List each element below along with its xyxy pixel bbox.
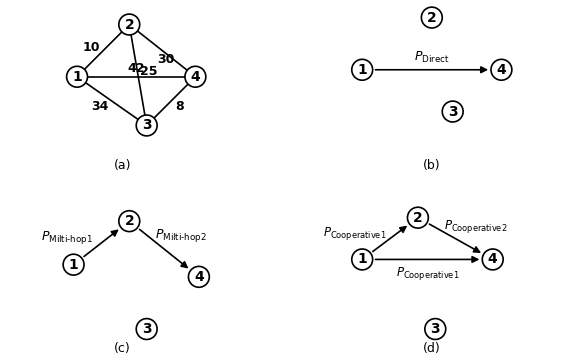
Circle shape (442, 101, 463, 122)
Circle shape (119, 14, 140, 35)
Circle shape (189, 266, 209, 287)
Text: (a): (a) (113, 159, 131, 173)
Circle shape (185, 66, 206, 87)
Circle shape (408, 207, 428, 228)
Text: 30: 30 (157, 53, 174, 66)
Text: $P_{\rm Direct}$: $P_{\rm Direct}$ (414, 50, 450, 65)
Circle shape (63, 254, 84, 275)
Text: $P_{\rm Milti\text{-}hop1}$: $P_{\rm Milti\text{-}hop1}$ (41, 229, 93, 246)
Text: 2: 2 (124, 17, 134, 32)
Text: 25: 25 (140, 65, 157, 78)
Text: 2: 2 (427, 11, 436, 24)
Text: 4: 4 (194, 270, 204, 284)
Text: (d): (d) (423, 342, 440, 355)
Text: 1: 1 (357, 253, 367, 266)
Text: 3: 3 (431, 322, 440, 336)
Text: 3: 3 (142, 322, 151, 336)
Text: $P_{\rm Cooperative1}$: $P_{\rm Cooperative1}$ (324, 225, 387, 242)
Text: 2: 2 (124, 214, 134, 228)
Circle shape (425, 318, 446, 340)
Text: 2: 2 (413, 211, 423, 225)
Text: 10: 10 (82, 41, 99, 54)
Text: 1: 1 (357, 63, 367, 77)
Text: $P_{\rm Milti\text{-}hop2}$: $P_{\rm Milti\text{-}hop2}$ (155, 226, 208, 244)
Text: 1: 1 (68, 258, 78, 272)
Text: 4: 4 (190, 70, 200, 84)
Text: $P_{\rm Cooperative2}$: $P_{\rm Cooperative2}$ (444, 218, 508, 235)
Text: 34: 34 (91, 100, 108, 113)
Circle shape (352, 59, 373, 80)
Text: 42: 42 (128, 62, 145, 75)
Text: 4: 4 (497, 63, 507, 77)
Circle shape (421, 7, 442, 28)
Text: 8: 8 (175, 100, 184, 113)
Text: (b): (b) (423, 159, 440, 173)
Circle shape (352, 249, 373, 270)
Text: 4: 4 (488, 253, 497, 266)
Circle shape (136, 115, 157, 136)
Text: 3: 3 (142, 118, 151, 132)
Text: 3: 3 (448, 104, 458, 119)
Circle shape (136, 318, 157, 340)
Circle shape (482, 249, 503, 270)
Text: 1: 1 (72, 70, 82, 84)
Circle shape (491, 59, 512, 80)
Circle shape (67, 66, 87, 87)
Text: $P_{\rm Cooperative1}$: $P_{\rm Cooperative1}$ (396, 265, 459, 282)
Circle shape (119, 211, 140, 232)
Text: (c): (c) (114, 342, 131, 355)
